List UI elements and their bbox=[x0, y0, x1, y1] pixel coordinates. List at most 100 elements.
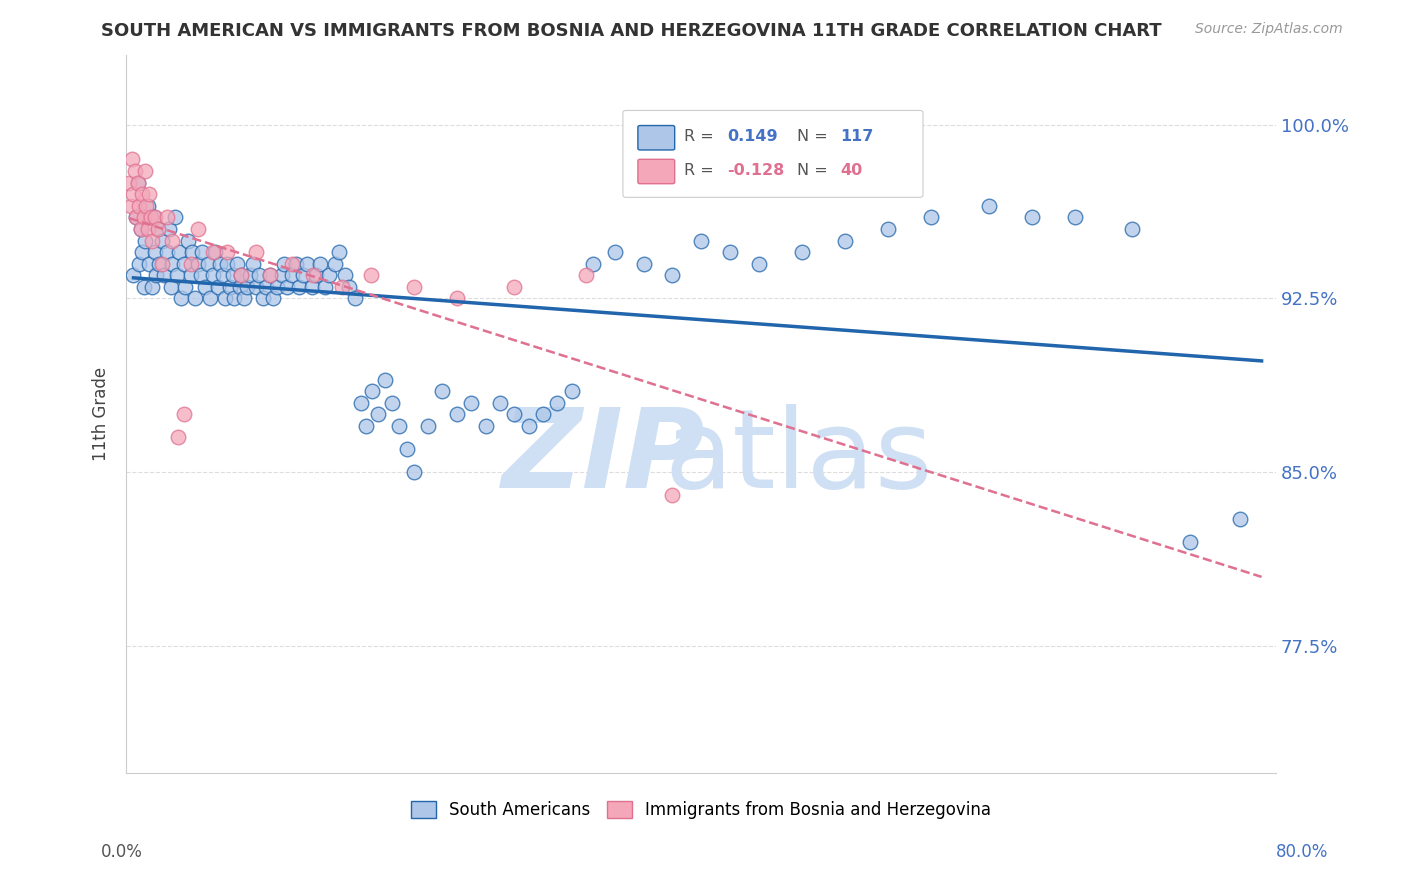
Point bbox=[546, 395, 568, 409]
Point bbox=[245, 245, 267, 260]
Point bbox=[226, 257, 249, 271]
Point bbox=[197, 257, 219, 271]
Point bbox=[204, 245, 226, 260]
Point bbox=[270, 268, 292, 283]
Point bbox=[337, 280, 360, 294]
Point bbox=[208, 257, 231, 271]
Point bbox=[503, 280, 526, 294]
Point bbox=[877, 222, 900, 236]
Point bbox=[150, 234, 173, 248]
Point bbox=[323, 257, 346, 271]
Point bbox=[280, 268, 302, 283]
Text: 117: 117 bbox=[841, 128, 873, 144]
Point bbox=[201, 245, 224, 260]
Point bbox=[167, 430, 190, 444]
Text: R =: R = bbox=[683, 128, 714, 144]
Point bbox=[287, 280, 309, 294]
Point bbox=[603, 245, 626, 260]
Point bbox=[233, 292, 256, 306]
Point bbox=[790, 245, 813, 260]
Point bbox=[215, 257, 238, 271]
Point bbox=[122, 187, 145, 202]
Point bbox=[361, 384, 384, 398]
Point bbox=[131, 245, 153, 260]
Point bbox=[132, 211, 155, 225]
Point bbox=[661, 268, 683, 283]
Point bbox=[143, 245, 166, 260]
Point bbox=[162, 257, 184, 271]
Point bbox=[489, 395, 512, 409]
Point bbox=[1121, 222, 1143, 236]
Point bbox=[367, 407, 389, 421]
Point bbox=[360, 268, 382, 283]
Point bbox=[194, 280, 217, 294]
Point bbox=[309, 257, 332, 271]
Point bbox=[127, 176, 149, 190]
Point bbox=[349, 395, 371, 409]
Point bbox=[259, 268, 281, 283]
Point bbox=[169, 245, 191, 260]
Point bbox=[474, 418, 496, 433]
Point bbox=[207, 280, 229, 294]
Point bbox=[343, 292, 366, 306]
Point bbox=[125, 211, 148, 225]
Point bbox=[633, 257, 655, 271]
Point bbox=[259, 268, 281, 283]
Point bbox=[661, 488, 683, 502]
Point bbox=[920, 211, 942, 225]
Point bbox=[132, 280, 155, 294]
Point bbox=[718, 245, 741, 260]
Point bbox=[121, 153, 143, 167]
Point bbox=[136, 199, 159, 213]
Point bbox=[301, 280, 323, 294]
Point bbox=[252, 292, 274, 306]
Point bbox=[120, 199, 142, 213]
Point bbox=[276, 280, 298, 294]
Point bbox=[229, 280, 252, 294]
Point bbox=[517, 418, 540, 433]
Point bbox=[231, 268, 253, 283]
Point bbox=[138, 257, 160, 271]
Point bbox=[134, 234, 156, 248]
Point bbox=[214, 292, 236, 306]
Point bbox=[142, 211, 165, 225]
Text: 40: 40 bbox=[841, 162, 862, 178]
Point bbox=[1063, 211, 1085, 225]
Point bbox=[157, 222, 180, 236]
FancyBboxPatch shape bbox=[638, 126, 675, 150]
Point bbox=[146, 222, 169, 236]
Point bbox=[177, 234, 200, 248]
Point bbox=[690, 234, 713, 248]
Point bbox=[1229, 511, 1251, 525]
Point bbox=[280, 257, 302, 271]
Text: atlas: atlas bbox=[665, 404, 934, 511]
Legend: South Americans, Immigrants from Bosnia and Herzegovina: South Americans, Immigrants from Bosnia … bbox=[404, 795, 998, 826]
Point bbox=[122, 268, 145, 283]
Point bbox=[150, 257, 173, 271]
Point bbox=[145, 268, 167, 283]
Point bbox=[129, 222, 152, 236]
Point bbox=[297, 257, 319, 271]
Point bbox=[162, 234, 184, 248]
Point bbox=[201, 268, 224, 283]
Point bbox=[180, 257, 202, 271]
Point bbox=[503, 407, 526, 421]
Point bbox=[141, 280, 163, 294]
Point bbox=[198, 292, 221, 306]
Point bbox=[128, 199, 150, 213]
Point bbox=[446, 407, 468, 421]
Point bbox=[446, 292, 468, 306]
Point bbox=[166, 268, 188, 283]
Point bbox=[146, 222, 169, 236]
Point bbox=[388, 418, 411, 433]
Point bbox=[977, 199, 1000, 213]
Point bbox=[239, 268, 262, 283]
Point bbox=[129, 222, 152, 236]
Point bbox=[402, 465, 425, 479]
Point bbox=[575, 268, 598, 283]
Point bbox=[416, 418, 439, 433]
Point bbox=[302, 268, 325, 283]
Point bbox=[245, 280, 267, 294]
Point bbox=[136, 222, 159, 236]
Point bbox=[318, 268, 340, 283]
